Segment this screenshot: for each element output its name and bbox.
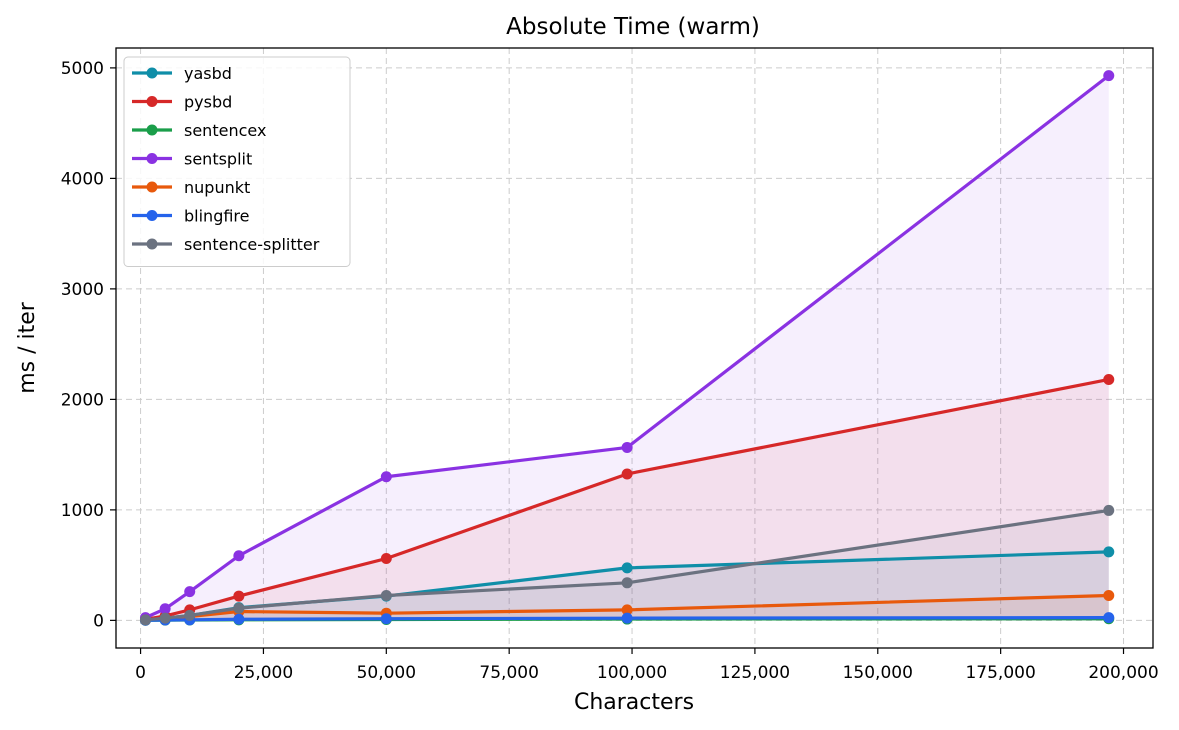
data-point-sentsplit bbox=[184, 586, 196, 598]
x-tick-label: 175,000 bbox=[965, 663, 1035, 683]
data-point-sentence-splitter bbox=[1103, 504, 1115, 516]
area-fill-sentence-splitter bbox=[145, 510, 1109, 621]
x-tick-label: 150,000 bbox=[843, 663, 913, 683]
legend-label: yasbd bbox=[184, 64, 232, 83]
legend-swatch-marker bbox=[146, 210, 158, 221]
data-point-pysbd bbox=[1103, 373, 1115, 385]
data-point-sentence-splitter bbox=[184, 609, 196, 621]
chart-title: Absolute Time (warm) bbox=[506, 14, 760, 40]
y-tick-label: 1000 bbox=[61, 501, 104, 521]
legend-label: pysbd bbox=[184, 93, 232, 112]
legend-label: nupunkt bbox=[184, 178, 250, 197]
data-point-blingfire bbox=[621, 612, 633, 624]
x-tick-label: 125,000 bbox=[720, 663, 790, 683]
axes: 0 25,000 50,000 75,000 100,000 125,000 150,000… bbox=[61, 47, 1159, 683]
x-tick-label: 0 bbox=[135, 663, 146, 683]
legend-swatch-marker bbox=[146, 124, 158, 136]
x-tick-label: 200,000 bbox=[1088, 663, 1158, 683]
data-point-sentence-splitter bbox=[621, 577, 633, 589]
y-tick-label: 3000 bbox=[61, 280, 104, 300]
data-point-sentsplit bbox=[621, 441, 633, 453]
data-point-yasbd bbox=[1103, 546, 1115, 558]
legend-label: sentencex bbox=[184, 121, 266, 140]
data-point-blingfire bbox=[1103, 612, 1115, 624]
plot-frame bbox=[115, 47, 1154, 649]
x-tick-label: 50,000 bbox=[357, 663, 416, 683]
x-tick-label: 75,000 bbox=[479, 663, 538, 683]
data-point-sentence-splitter bbox=[159, 612, 171, 624]
legend-swatch-marker bbox=[146, 153, 158, 164]
data-point-sentsplit bbox=[1103, 70, 1115, 82]
x-tick-label: 25,000 bbox=[234, 663, 293, 683]
data-point-sentsplit bbox=[233, 550, 245, 562]
data-point-blingfire bbox=[233, 613, 245, 625]
data-point-blingfire bbox=[380, 613, 392, 625]
x-tick-label: 100,000 bbox=[597, 663, 667, 683]
area-fill-sentsplit bbox=[145, 75, 1109, 621]
legend-label: sentence-splitter bbox=[184, 235, 320, 254]
data-point-sentence-splitter bbox=[233, 602, 245, 614]
data-point-sentence-splitter bbox=[380, 590, 392, 602]
data-point-yasbd bbox=[621, 562, 633, 574]
y-tick-label: 4000 bbox=[61, 169, 104, 189]
legend-swatch-marker bbox=[146, 238, 158, 250]
data-point-sentence-splitter bbox=[139, 614, 151, 626]
y-tick-label: 2000 bbox=[61, 390, 104, 410]
legend-label: blingfire bbox=[184, 207, 250, 226]
data-point-sentsplit bbox=[380, 471, 392, 483]
data-point-pysbd bbox=[621, 468, 633, 480]
data-point-pysbd bbox=[380, 552, 392, 564]
data-point-nupunkt bbox=[1103, 590, 1115, 602]
data-point-nupunkt bbox=[621, 604, 633, 616]
legend-label: sentsplit bbox=[184, 150, 252, 169]
legend-box bbox=[123, 56, 351, 267]
data-point-sentsplit bbox=[159, 603, 171, 615]
legend: yasbd pysbd sentencex sentsplit nupunkt bling… bbox=[123, 56, 351, 267]
legend-swatch-marker bbox=[146, 67, 158, 79]
y-tick-label: 5000 bbox=[61, 59, 104, 79]
x-axis-title: Characters bbox=[574, 690, 694, 715]
y-axis-title: ms / iter bbox=[15, 301, 40, 394]
series-lines bbox=[139, 70, 1115, 626]
legend-swatch-marker bbox=[146, 96, 158, 107]
legend-swatch-marker bbox=[146, 181, 158, 193]
y-tick-label: 0 bbox=[93, 611, 104, 631]
data-point-pysbd bbox=[233, 590, 245, 602]
